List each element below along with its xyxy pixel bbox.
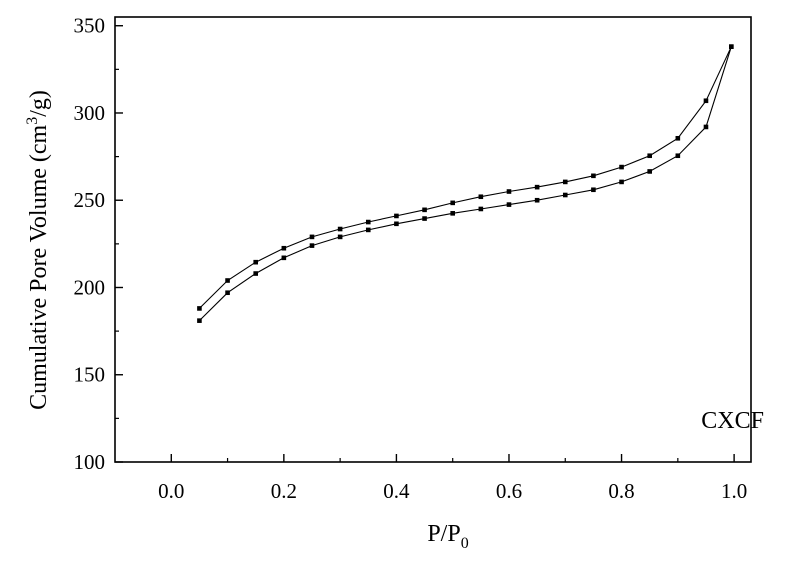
y-tick-label: 100 bbox=[74, 450, 106, 474]
data-point bbox=[281, 255, 287, 261]
data-point bbox=[729, 44, 734, 49]
data-point bbox=[703, 124, 709, 130]
data-point bbox=[506, 202, 512, 207]
data-point bbox=[422, 216, 427, 221]
data-point bbox=[225, 278, 230, 283]
data-point bbox=[562, 179, 568, 185]
data-point bbox=[703, 98, 709, 104]
data-point bbox=[394, 221, 399, 227]
data-point bbox=[365, 219, 371, 225]
x-tick-label: 0.8 bbox=[608, 479, 634, 503]
sample-annotation: CXCF bbox=[701, 408, 764, 434]
data-point bbox=[562, 192, 568, 198]
data-point bbox=[197, 306, 202, 311]
data-point bbox=[365, 227, 371, 233]
x-tick-label: 1.0 bbox=[721, 479, 747, 503]
plot-border bbox=[114, 16, 752, 463]
x-axis-title-sub: 0 bbox=[461, 535, 469, 552]
data-point bbox=[197, 318, 202, 323]
data-point bbox=[619, 179, 624, 185]
data-point bbox=[506, 189, 512, 194]
data-point bbox=[253, 259, 259, 265]
data-point bbox=[337, 234, 343, 240]
data-point bbox=[450, 200, 455, 206]
x-tick-label: 0.0 bbox=[158, 479, 184, 503]
y-axis-title-sup: 3 bbox=[24, 117, 41, 125]
data-point bbox=[591, 173, 596, 179]
x-tick-label: 0.2 bbox=[271, 479, 297, 503]
data-point bbox=[225, 290, 230, 296]
data-point bbox=[337, 226, 343, 232]
data-point bbox=[675, 135, 681, 141]
x-tick-label: 0.6 bbox=[496, 479, 522, 503]
data-point bbox=[591, 187, 596, 193]
data-point bbox=[534, 184, 540, 190]
y-tick-label: 350 bbox=[74, 14, 106, 38]
series-1 bbox=[197, 44, 734, 323]
data-point bbox=[422, 207, 427, 213]
y-tick-label: 150 bbox=[74, 363, 106, 387]
data-point bbox=[394, 213, 399, 219]
y-axis-title: Cumulative Pore Volume (cm3/g) bbox=[24, 90, 52, 410]
data-point bbox=[647, 153, 652, 159]
data-point bbox=[309, 234, 315, 240]
axis-ticks bbox=[115, 25, 735, 463]
y-axis-title-main: Cumulative Pore Volume (cm bbox=[26, 124, 52, 409]
series-2 bbox=[197, 44, 734, 311]
data-point bbox=[619, 164, 624, 170]
x-axis-title-main: P/P bbox=[427, 521, 460, 547]
y-tick-label: 300 bbox=[74, 101, 106, 125]
series-layer bbox=[197, 44, 734, 323]
y-tick-label: 200 bbox=[74, 275, 106, 299]
data-point bbox=[534, 197, 540, 203]
x-tick-label: 0.4 bbox=[383, 479, 410, 503]
y-tick-label: 250 bbox=[74, 188, 106, 212]
plot-frame bbox=[114, 16, 752, 463]
data-point bbox=[675, 153, 681, 159]
data-point bbox=[478, 206, 484, 212]
series-line bbox=[199, 46, 732, 321]
tick-labels: 0.0 0.2 0.4 0.6 0.8 1.0 100 150 200 250 300 350 bbox=[74, 14, 748, 503]
data-point bbox=[309, 243, 315, 248]
data-point bbox=[450, 211, 455, 216]
y-axis-title-end: /g) bbox=[26, 90, 52, 117]
data-point bbox=[281, 245, 287, 251]
data-point bbox=[253, 271, 259, 276]
data-point bbox=[478, 194, 484, 200]
series-line bbox=[199, 46, 732, 309]
x-axis-title: P/P0 bbox=[427, 521, 468, 552]
data-point bbox=[647, 169, 652, 174]
